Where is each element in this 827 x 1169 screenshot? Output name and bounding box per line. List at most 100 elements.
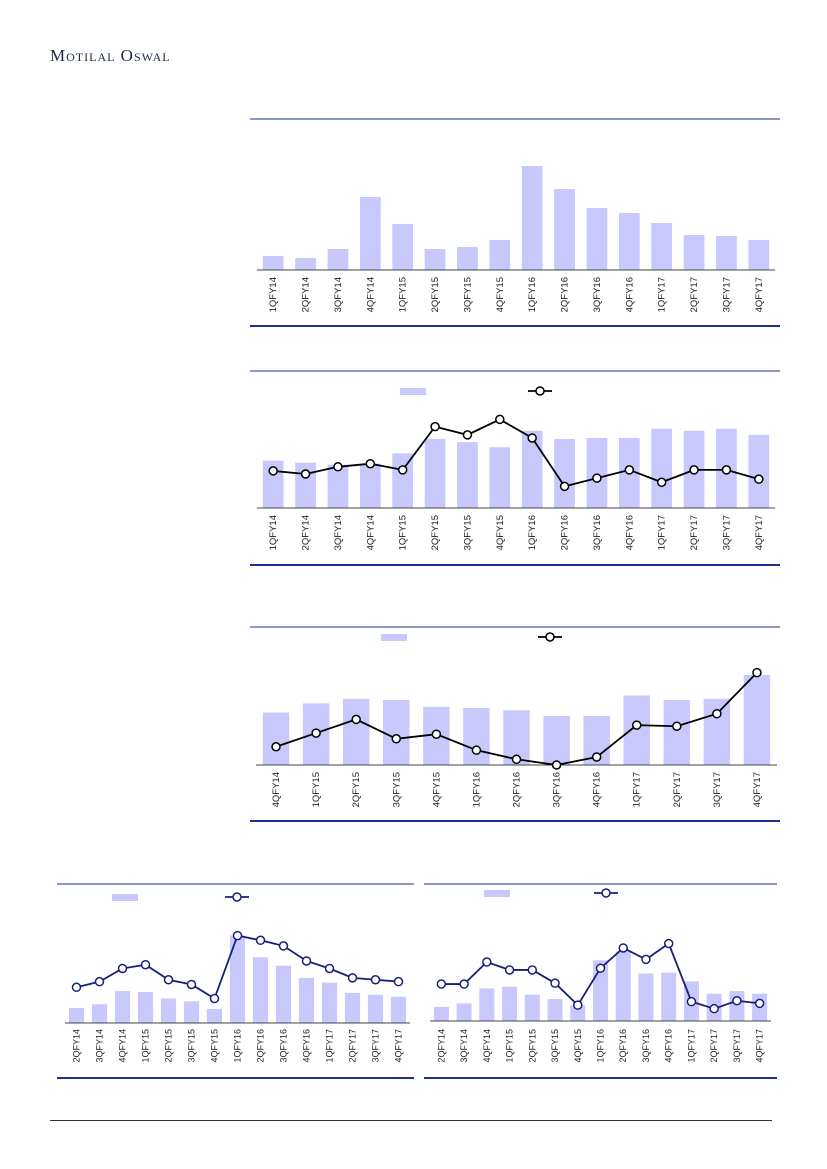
- x-tick-label: 3QFY15: [462, 515, 473, 550]
- bar-3QFY14: [327, 464, 349, 508]
- x-tick-label: 1QFY17: [657, 515, 668, 550]
- line-point-3QFY15: [391, 734, 402, 744]
- x-tick-label: 3QFY15: [550, 1029, 560, 1063]
- bar-4QFY17: [390, 996, 407, 1023]
- line-point-4QFY17: [752, 667, 762, 678]
- bar-4QFY15: [489, 447, 511, 508]
- line-point-2QFY15: [163, 975, 174, 985]
- line-point-1QFY15: [311, 728, 321, 738]
- legend-bar-swatch: [400, 388, 426, 395]
- line-point-4QFY15: [209, 993, 220, 1004]
- line-point-2QFY15: [351, 714, 361, 725]
- line-point-1QFY17: [324, 963, 335, 974]
- bar-3QFY15: [183, 1001, 200, 1023]
- bar-2QFY14: [68, 1007, 85, 1023]
- bar-4QFY14: [359, 197, 381, 270]
- x-tick-label: 4QFY16: [624, 515, 635, 550]
- bar-3QFY17: [716, 236, 737, 270]
- line-point-1QFY16: [595, 963, 606, 973]
- x-tick-label: 1QFY15: [398, 515, 409, 550]
- bar-1QFY15: [392, 453, 414, 508]
- chart-2-bar-line: 1QFY14 2QFY14 3QFY14 4QFY14 1QFY15 2QFY15 3QFY…: [250, 370, 780, 566]
- bar-1QFY14: [262, 256, 284, 270]
- bar-4QFY16: [298, 977, 315, 1023]
- x-tick-label: 4QFY15: [431, 772, 442, 807]
- x-tick-label: 2QFY17: [689, 277, 700, 312]
- bar-4QFY17: [748, 240, 770, 270]
- bar-2QFY16: [554, 438, 575, 508]
- x-tick-label: 4QFY15: [495, 277, 506, 312]
- x-tick-label: 2QFY16: [512, 772, 523, 807]
- x-tick-label: 4QFY17: [754, 515, 765, 550]
- line-point-3QFY15: [462, 430, 473, 440]
- legend-line-marker: [601, 888, 611, 898]
- x-tick-label: 2QFY14: [301, 515, 312, 550]
- series-line: [273, 418, 760, 488]
- line-point-2QFY16: [559, 481, 570, 492]
- line-point-2QFY14: [436, 979, 447, 989]
- line-point-2QFY16: [511, 754, 522, 765]
- line-point-3QFY17: [712, 708, 722, 719]
- bar-3QFY15: [383, 700, 410, 765]
- bar-4QFY14: [479, 988, 495, 1021]
- bar-3QFY14: [327, 249, 349, 270]
- x-tick-label: 3QFY17: [732, 1029, 742, 1063]
- bar-1QFY17: [321, 982, 338, 1023]
- x-tick-label: 2QFY14: [72, 1029, 82, 1063]
- bar-3QFY15: [457, 442, 478, 508]
- line-point-4QFY17: [754, 474, 764, 484]
- bar-4QFY14: [359, 463, 381, 508]
- line-point-2QFY14: [300, 469, 311, 479]
- x-tick-label: 4QFY17: [754, 277, 765, 312]
- line-point-3QFY15: [186, 979, 197, 990]
- x-tick-label: 3QFY15: [187, 1029, 197, 1063]
- x-tick-label: 3QFY14: [333, 277, 344, 312]
- line-point-1QFY15: [140, 959, 151, 970]
- bar-3QFY17: [703, 698, 731, 765]
- x-tick-label: 4QFY16: [302, 1029, 312, 1063]
- line-point-4QFY14: [365, 458, 376, 469]
- line-point-4QFY14: [117, 963, 128, 974]
- bar-3QFY16: [586, 437, 608, 508]
- bar-2QFY14: [295, 258, 316, 270]
- footer-rule: [50, 1120, 772, 1121]
- x-tick-label: 1QFY17: [657, 277, 668, 312]
- legend-bar-swatch: [112, 894, 138, 901]
- x-tick-label: 1QFY15: [141, 1029, 151, 1063]
- x-tick-label: 2QFY16: [560, 277, 571, 312]
- x-tick-label: 3QFY16: [592, 277, 603, 312]
- line-point-1QFY16: [232, 930, 243, 941]
- x-tick-label: 1QFY17: [632, 772, 643, 807]
- x-tick-label: 3QFY14: [333, 515, 344, 550]
- x-tick-label: 2QFY16: [618, 1029, 628, 1063]
- line-point-2QFY16: [618, 943, 628, 953]
- line-point-3QFY16: [592, 473, 602, 483]
- bar-2QFY16: [615, 951, 631, 1021]
- bar-1QFY16: [521, 430, 543, 508]
- line-point-3QFY15: [550, 978, 560, 988]
- x-tick-label: 2QFY17: [709, 1029, 719, 1063]
- line-point-4QFY14: [271, 742, 281, 752]
- bar-3QFY16: [275, 965, 292, 1023]
- bar-1QFY15: [137, 991, 154, 1023]
- line-point-2QFY17: [347, 973, 358, 983]
- line-point-4QFY16: [591, 752, 602, 762]
- x-tick-label: 2QFY17: [672, 772, 683, 807]
- chart-5-bar-line: 2QFY14 3QFY14 4QFY14 1QFY15 2QFY15 3QFY15 4QFY…: [424, 883, 777, 1079]
- x-tick-label: 4QFY14: [365, 515, 376, 550]
- bar-3QFY16: [638, 973, 654, 1021]
- x-tick-label: 4QFY14: [271, 772, 282, 807]
- x-tick-label: 3QFY15: [462, 277, 473, 312]
- bar-1QFY16: [521, 166, 543, 270]
- x-tick-label: 1QFY14: [268, 277, 279, 312]
- bar-4QFY15: [489, 240, 511, 270]
- bar-2QFY15: [524, 994, 540, 1021]
- bar-2QFY16: [252, 957, 269, 1023]
- x-tick-label: 3QFY16: [641, 1029, 651, 1063]
- legend-bar-swatch: [484, 890, 510, 897]
- bar-3QFY15: [547, 999, 563, 1021]
- x-tick-label: 3QFY17: [721, 277, 732, 312]
- bar-3QFY17: [367, 994, 384, 1023]
- bar-3QFY14: [91, 1004, 108, 1023]
- x-tick-label: 1QFY15: [398, 277, 409, 312]
